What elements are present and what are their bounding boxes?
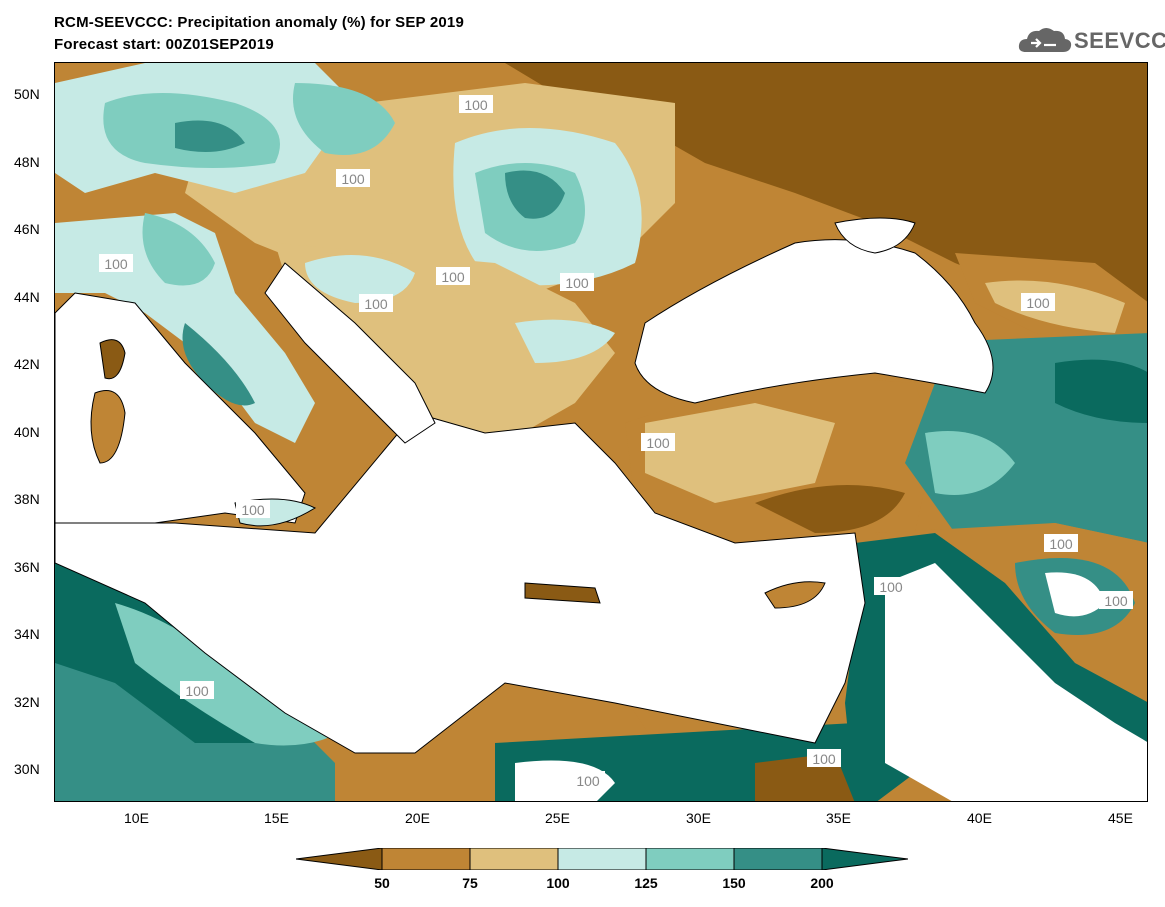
nodata-arabia: [885, 563, 1147, 801]
colorbar-tick: 200: [810, 875, 834, 891]
colorbar-tick: 150: [722, 875, 746, 891]
black-sea: [634, 239, 994, 404]
anomaly-region-czech: [293, 83, 395, 155]
contour-label: 100: [241, 502, 265, 518]
lat-label: 38N: [14, 491, 40, 507]
lon-label: 35E: [826, 810, 851, 826]
anomaly-region-bulgaria-wet: [515, 319, 615, 363]
seevccc-logo: SEEVCCC: [1018, 26, 1165, 56]
crimea-sea: [834, 217, 916, 254]
nodata-egypt: [515, 760, 615, 801]
map-canvas: 100 100 100 100 100 100 100 100 100 100 …: [55, 63, 1147, 801]
cyprus: [764, 581, 826, 609]
anomaly-region-bosnia-wet: [305, 255, 415, 303]
contour-label: 100: [1104, 593, 1128, 609]
contour-label: 100: [185, 683, 209, 699]
contour-label: 100: [565, 275, 589, 291]
adriatic-sea: [264, 262, 436, 444]
anomaly-region-georgia-wet: [1055, 359, 1147, 423]
precipitation-anomaly-map: 100 100 100 100 100 100 100 100 100 100 …: [54, 62, 1148, 802]
lat-label: 48N: [14, 154, 40, 170]
lon-label: 40E: [967, 810, 992, 826]
anomaly-region-romania-wet3: [505, 170, 565, 219]
nodata-syria: [1045, 572, 1105, 617]
contour-label: 100: [1026, 295, 1050, 311]
anomaly-region-turkey-south: [755, 485, 905, 533]
lon-label: 20E: [405, 810, 430, 826]
anomaly-region-alps-wet3: [175, 120, 245, 152]
lat-label: 50N: [14, 86, 40, 102]
crete: [524, 582, 601, 604]
cloud-logo-icon: [1018, 28, 1072, 52]
contour-label: 100: [576, 773, 600, 789]
colorbar-segment-150-200: [733, 848, 823, 870]
lon-label: 30E: [686, 810, 711, 826]
anomaly-region-east-turkey-wet2: [925, 431, 1015, 495]
logo-text: SEEVCCC: [1074, 28, 1165, 53]
contour-labels: 100 100 100 100 100 100 100 100 100 100 …: [99, 95, 1133, 789]
anomaly-region-italy-wet2: [142, 213, 215, 286]
anomaly-region-italy-wet3: [182, 323, 255, 406]
contour-label: 100: [364, 296, 388, 312]
lat-label: 40N: [14, 424, 40, 440]
sardinia: [90, 390, 126, 464]
colorbar: [296, 848, 908, 870]
contour-label: 100: [879, 579, 903, 595]
colorbar-tick: 125: [634, 875, 658, 891]
anomaly-region-turkey-west: [645, 403, 835, 503]
contour-label: 100: [464, 97, 488, 113]
colorbar-segment-below-50: [296, 848, 383, 870]
lat-label: 30N: [14, 761, 40, 777]
contour-label: 100: [1049, 536, 1073, 552]
colorbar-segment-125-150: [645, 848, 735, 870]
mediterranean-sea: [55, 412, 866, 754]
contour-label: 100: [812, 751, 836, 767]
lat-label: 46N: [14, 221, 40, 237]
contour-label: 100: [441, 269, 465, 285]
lon-label: 45E: [1108, 810, 1133, 826]
forecast-start-label: Forecast start: 00Z01SEP2019: [54, 36, 274, 53]
lat-label: 32N: [14, 694, 40, 710]
lat-label: 34N: [14, 626, 40, 642]
corsica: [99, 339, 126, 380]
lat-label: 36N: [14, 559, 40, 575]
contour-label: 100: [341, 171, 365, 187]
lat-label: 42N: [14, 356, 40, 372]
lat-label: 44N: [14, 289, 40, 305]
contour-label: 100: [646, 435, 670, 451]
contour-label: 100: [104, 256, 128, 272]
colorbar-segment-above-200: [821, 848, 908, 870]
colorbar-segment-50-75: [381, 848, 471, 870]
colorbar-segment-75-100: [469, 848, 559, 870]
lon-label: 25E: [545, 810, 570, 826]
map-title: RCM-SEEVCCC: Precipitation anomaly (%) f…: [54, 14, 465, 31]
colorbar-segment-100-125: [557, 848, 647, 870]
colorbar-tick: 100: [546, 875, 570, 891]
lon-label: 10E: [124, 810, 149, 826]
colorbar-tick: 50: [374, 875, 390, 891]
lon-label: 15E: [264, 810, 289, 826]
colorbar-tick: 75: [462, 875, 478, 891]
